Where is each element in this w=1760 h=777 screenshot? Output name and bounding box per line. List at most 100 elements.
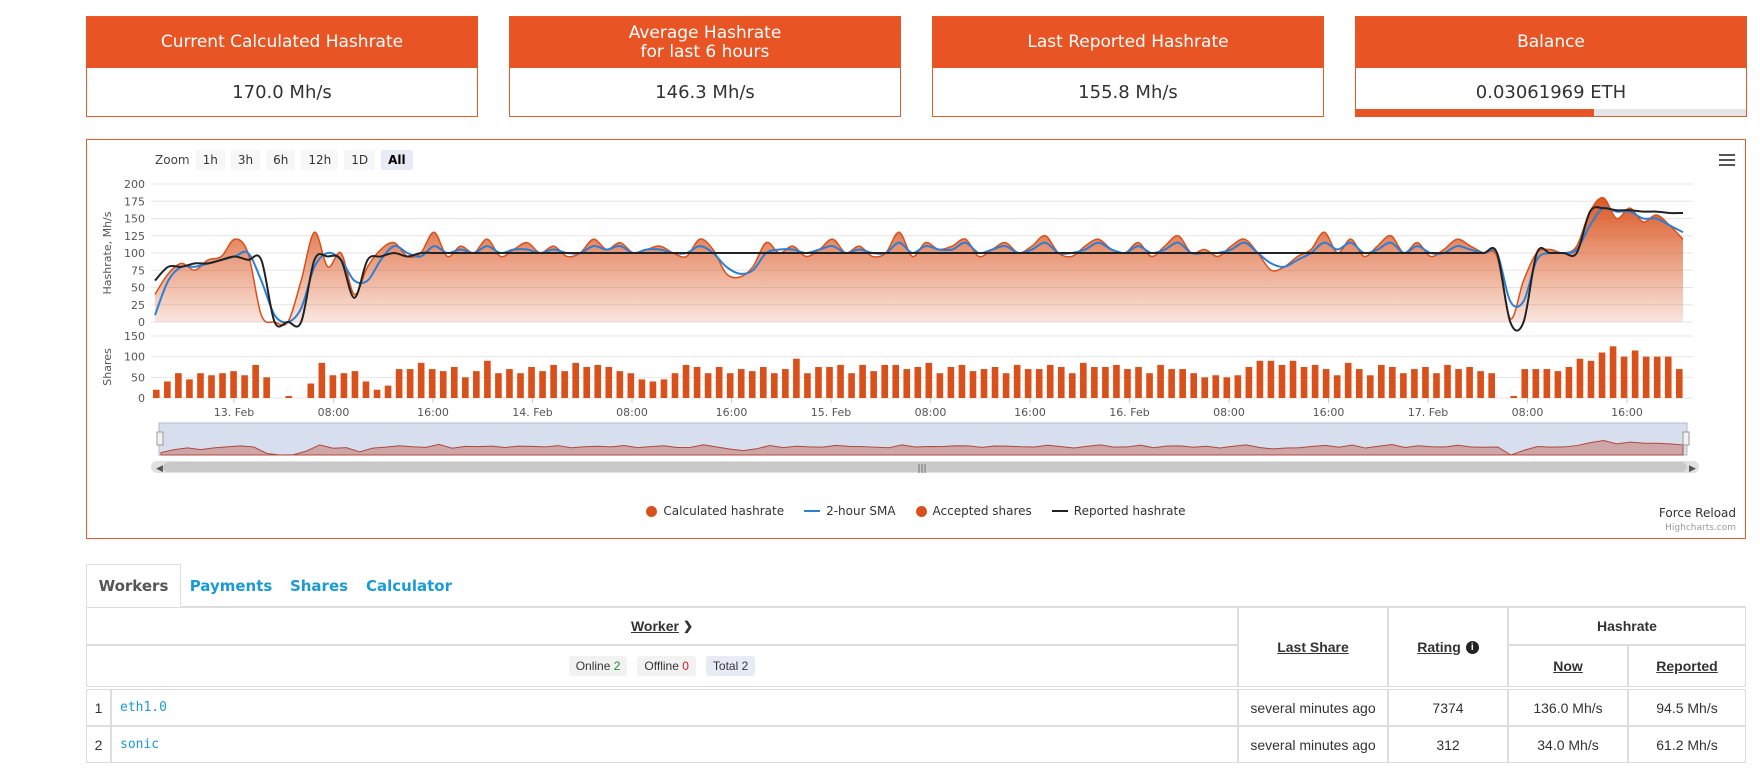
shares-bar <box>1422 367 1429 398</box>
shares-bar <box>1366 375 1374 398</box>
shares-bar <box>285 395 293 398</box>
shares-bar <box>1521 369 1529 398</box>
shares-bar <box>561 371 568 398</box>
shares-bar <box>1135 367 1142 398</box>
card-reported-hashrate: Last Reported Hashrate 155.8 Mh/s <box>932 16 1324 117</box>
filter-offline-badge[interactable]: Offline 0 <box>637 656 696 676</box>
legend-item-reported[interactable]: Reported hashrate <box>1051 504 1186 518</box>
shares-bar <box>715 367 723 398</box>
legend-item-sma[interactable]: 2-hour SMA <box>804 504 896 518</box>
now-column-header[interactable]: Now <box>1508 645 1628 687</box>
shares-bar <box>892 364 900 398</box>
now-header-label: Now <box>1553 658 1583 674</box>
tab-shares[interactable]: Shares <box>289 576 349 595</box>
shares-bar <box>1168 369 1175 398</box>
shares-bar <box>572 362 579 398</box>
shares-bar <box>241 375 248 398</box>
reported-hashrate-line <box>154 206 1684 332</box>
last-share-column-header[interactable]: Last Share <box>1238 607 1388 687</box>
card-average-hashrate: Average Hashrate for last 6 hours 146.3 M… <box>509 16 901 117</box>
shares-bar <box>1455 369 1462 398</box>
zoom-6h-button[interactable]: 6h <box>266 150 296 170</box>
zoom-label: Zoom <box>155 153 190 167</box>
row-index: 1 <box>86 689 111 726</box>
legend-item-shares[interactable]: Accepted shares <box>915 504 1032 518</box>
shares-bar <box>1488 373 1495 398</box>
shares-bar <box>1664 356 1672 398</box>
shares-bar <box>263 377 270 398</box>
last-share-cell: several minutes ago <box>1238 726 1388 763</box>
filter-total-badge[interactable]: Total 2 <box>705 656 756 676</box>
info-icon[interactable]: i <box>1465 640 1479 654</box>
tab-calculator[interactable]: Calculator <box>366 576 452 595</box>
worker-link[interactable]: sonic <box>120 737 160 752</box>
zoom-1h-button[interactable]: 1h <box>195 150 225 170</box>
y-tick-label: 150 <box>124 213 145 226</box>
now-cell: 34.0 Mh/s <box>1508 726 1628 763</box>
shares-bar <box>848 373 855 398</box>
worker-name-cell: sonic <box>111 726 1238 763</box>
highcharts-credit[interactable]: Highcharts.com <box>1665 523 1736 533</box>
calculated-hashrate-area <box>155 197 1683 326</box>
tab-workers[interactable]: Workers <box>86 564 181 607</box>
shares-bar <box>550 364 557 398</box>
zoom-3h-button[interactable]: 3h <box>230 150 261 170</box>
filter-online-label: Online <box>575 659 611 673</box>
shares-bar <box>903 369 911 398</box>
x-tick-label: 08:00 <box>1512 406 1544 419</box>
shares-bar <box>870 371 877 398</box>
y-tick-label: 175 <box>124 195 145 208</box>
tab-payments[interactable]: Payments <box>189 576 273 595</box>
zoom-controls: Zoom 1h 3h 6h 12h 1D All <box>155 150 419 170</box>
shares-bar <box>958 364 966 398</box>
shares-bar <box>826 367 833 398</box>
shares-bar <box>969 371 977 398</box>
hashrate-group-header: Hashrate <box>1508 607 1746 645</box>
balance-progress-bar <box>1356 109 1594 116</box>
shares-bar <box>164 381 171 398</box>
shares-bar <box>506 369 513 398</box>
shares-bar <box>638 379 646 398</box>
reported-cell: 94.5 Mh/s <box>1628 689 1746 726</box>
scroll-right-arrow-icon[interactable]: ▶ <box>1689 464 1696 474</box>
zoom-1d-button[interactable]: 1D <box>344 150 376 170</box>
x-tick-label: 15. Feb <box>811 406 851 419</box>
legend-item-calculated[interactable]: Calculated hashrate <box>646 504 784 518</box>
shares-bar <box>759 367 767 398</box>
shares-bar <box>1554 371 1562 398</box>
legend-dot-icon <box>646 505 658 517</box>
force-reload-link[interactable]: Force Reload <box>1658 506 1736 520</box>
x-tick-label: 16:00 <box>1014 406 1046 419</box>
shares-bar <box>1587 360 1595 398</box>
navigator-right-handle[interactable] <box>1682 431 1690 446</box>
zoom-12h-button[interactable]: 12h <box>301 150 339 170</box>
rating-column-header[interactable]: Rating i <box>1388 607 1508 687</box>
chart-menu-icon[interactable] <box>1719 154 1735 166</box>
y-tick-label: 75 <box>131 264 145 277</box>
y-tick-label: 50 <box>131 371 145 384</box>
shares-bar <box>936 373 944 398</box>
filter-online-count: 2 <box>613 659 621 673</box>
x-tick-label: 16:00 <box>417 406 449 419</box>
shares-bar <box>1256 360 1264 398</box>
shares-bar <box>1013 364 1021 398</box>
shares-bar <box>406 369 414 398</box>
navigator-left-handle[interactable] <box>156 431 164 446</box>
worker-link[interactable]: eth1.0 <box>120 700 167 715</box>
shares-bar <box>991 367 999 398</box>
shares-bar <box>1377 364 1385 398</box>
shares-bar <box>737 369 745 398</box>
legend-label: Reported hashrate <box>1073 504 1186 518</box>
shares-bar <box>153 389 160 398</box>
filter-online-badge[interactable]: Online 2 <box>568 656 628 676</box>
shares-bar <box>208 375 215 398</box>
legend-label: Calculated hashrate <box>663 504 785 518</box>
scrollbar-thumb[interactable] <box>163 462 1687 472</box>
zoom-all-button[interactable]: All <box>381 150 413 170</box>
worker-column-header[interactable]: Worker ❯ <box>86 607 1238 645</box>
scrollbar-grip-icon[interactable]: ||| <box>917 464 926 474</box>
scroll-left-arrow-icon[interactable]: ◀ <box>156 464 163 474</box>
shares-bar <box>804 373 811 398</box>
reported-column-header[interactable]: Reported <box>1628 645 1746 687</box>
legend-label: Accepted shares <box>932 504 1032 518</box>
